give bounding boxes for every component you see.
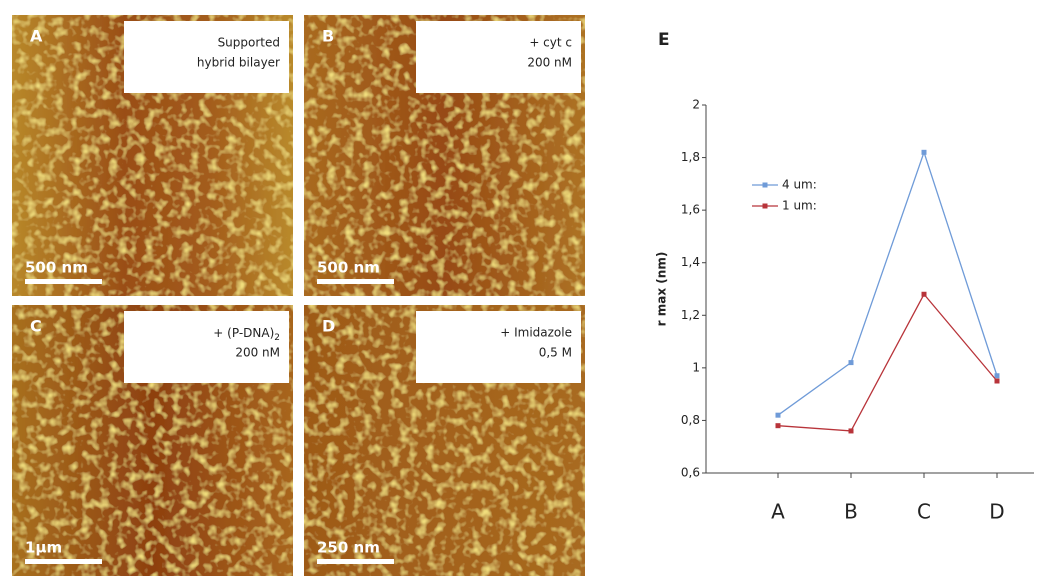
y-tick-label: 1 bbox=[692, 360, 700, 374]
legend-marker bbox=[762, 182, 768, 188]
line-chart: E 0,6 0,8 1 1,2 1,4 1,6 1,8 2 A B C Dr max (nm) 4 um:… bbox=[655, 30, 1034, 524]
point bbox=[921, 149, 927, 155]
caption-line: + (P-DNA)2 bbox=[213, 326, 280, 343]
point bbox=[921, 291, 927, 297]
panel-letter: B bbox=[322, 27, 334, 46]
legend-label: 4 um: bbox=[782, 178, 817, 192]
panel-letter: C bbox=[30, 317, 42, 336]
scale-bar-label: 1μm bbox=[25, 539, 62, 557]
scale-bar-label: 500 nm bbox=[317, 259, 380, 277]
y-tick-label: 0,6 bbox=[681, 466, 700, 480]
panel-letter: D bbox=[322, 317, 335, 336]
legend-label: 1 um: bbox=[782, 199, 817, 213]
scale-bar-label: 250 nm bbox=[317, 539, 380, 557]
caption-line: Supported bbox=[218, 36, 280, 50]
y-tick-label: 0,8 bbox=[681, 413, 700, 427]
subscript: 2 bbox=[274, 333, 280, 343]
series-line bbox=[777, 150, 998, 416]
scale-bar bbox=[317, 279, 394, 284]
caption-box bbox=[416, 21, 581, 93]
scale-bar bbox=[317, 559, 394, 564]
point bbox=[994, 378, 1000, 384]
caption-line: + Imidazole bbox=[500, 326, 572, 340]
point bbox=[775, 423, 781, 429]
caption-box bbox=[124, 311, 289, 383]
y-tick-label: 1,4 bbox=[681, 255, 700, 269]
point bbox=[848, 428, 854, 434]
caption-line: + cyt c bbox=[529, 36, 572, 50]
y-tick-label: 2 bbox=[692, 98, 700, 112]
scale-bar-label: 500 nm bbox=[25, 259, 88, 277]
caption-line: 200 nM bbox=[527, 56, 572, 70]
legend-marker bbox=[762, 203, 768, 209]
panel-letter: A bbox=[30, 27, 43, 46]
caption-box bbox=[416, 311, 581, 383]
point bbox=[775, 412, 781, 418]
caption-text: + (P-DNA) bbox=[213, 326, 274, 340]
panel-label: E bbox=[658, 30, 670, 50]
caption-line: hybrid bilayer bbox=[197, 56, 280, 70]
point bbox=[848, 360, 854, 366]
caption-box bbox=[124, 21, 289, 93]
y-axis-label: r max (nm) bbox=[655, 252, 669, 327]
x-tick-label: C bbox=[917, 500, 931, 524]
x-tick-label: A bbox=[771, 500, 785, 524]
y-tick-label: 1,2 bbox=[681, 308, 700, 322]
x-tick-label: B bbox=[844, 500, 858, 524]
caption-line: 200 nM bbox=[235, 346, 280, 360]
y-tick-label: 1,6 bbox=[681, 203, 700, 217]
scale-bar bbox=[25, 559, 102, 564]
scale-bar bbox=[25, 279, 102, 284]
x-tick-label: D bbox=[989, 500, 1004, 524]
series-line bbox=[777, 293, 998, 432]
caption-line: 0,5 M bbox=[539, 346, 572, 360]
y-tick-label: 1,8 bbox=[681, 150, 700, 164]
point bbox=[994, 373, 1000, 379]
